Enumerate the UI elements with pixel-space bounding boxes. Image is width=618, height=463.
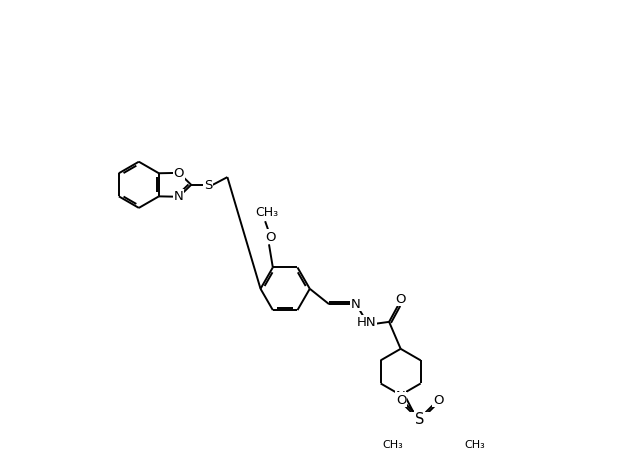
Text: O: O	[396, 293, 406, 306]
Text: O: O	[396, 393, 407, 406]
Text: N: N	[396, 388, 405, 401]
Text: CH₃: CH₃	[382, 439, 403, 449]
Text: N: N	[174, 190, 184, 203]
Text: O: O	[265, 231, 276, 244]
Text: O: O	[174, 167, 184, 180]
Text: HN: HN	[357, 316, 376, 329]
Text: S: S	[204, 179, 213, 192]
Text: O: O	[433, 393, 444, 406]
Text: N: N	[351, 297, 361, 310]
Text: CH₃: CH₃	[255, 205, 278, 218]
Text: S: S	[415, 411, 425, 425]
Text: CH₃: CH₃	[465, 439, 486, 449]
